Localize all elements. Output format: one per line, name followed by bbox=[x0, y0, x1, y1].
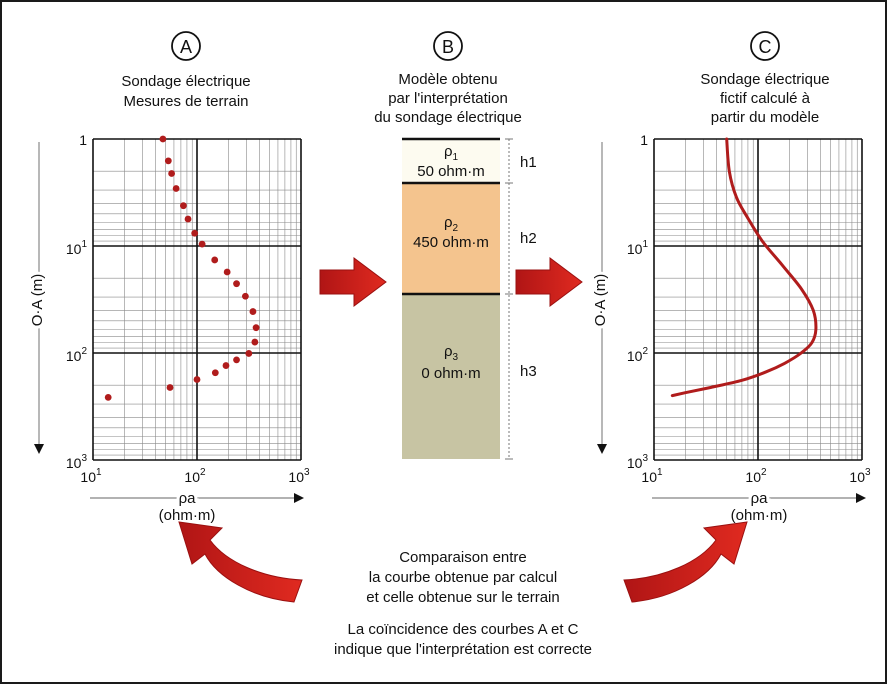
panel-c-badge bbox=[750, 31, 780, 61]
panel-c-x-axis-label: ρa bbox=[751, 490, 769, 507]
data-point bbox=[251, 338, 259, 346]
flow-arrow-a-to-b bbox=[319, 257, 387, 307]
y-tick-label-1: 1 bbox=[79, 132, 87, 148]
panel-b-title-line3: du sondage électrique bbox=[374, 109, 522, 126]
layer-2 bbox=[402, 183, 500, 294]
layer-1-value: 50 ohm·m bbox=[417, 163, 485, 180]
comparison-line5: indique que l'interprétation est correct… bbox=[334, 641, 592, 658]
panel-a-header: A Sondage électrique Mesures de terrain bbox=[121, 31, 251, 110]
x-tick-label-10e3: 103 bbox=[849, 467, 871, 485]
data-point bbox=[191, 229, 199, 237]
flow-arrow-b-to-c bbox=[515, 257, 583, 307]
panel-c-y-axis-label: O·A (m) bbox=[592, 274, 609, 327]
layer-3 bbox=[402, 294, 500, 459]
panel-a-x-axis-label: ρa bbox=[179, 490, 197, 507]
data-point bbox=[222, 362, 230, 369]
panel-c-letter: C bbox=[759, 37, 772, 57]
thickness-label-h1: h1 bbox=[520, 154, 537, 171]
panel-a-chart: 1 101 102 103 101 102 103 bbox=[66, 132, 310, 485]
y-tick-label-10e1: 101 bbox=[66, 239, 88, 257]
panel-a-badge bbox=[171, 31, 201, 61]
x-tick-label-10e1: 101 bbox=[80, 467, 102, 485]
data-point bbox=[168, 170, 176, 177]
y-tick-label-10e3: 103 bbox=[66, 453, 88, 471]
panel-c-title-line2: fictif calculé à bbox=[720, 90, 811, 107]
comparison-line4: La coïncidence des courbes A et C bbox=[348, 621, 579, 638]
panel-c-x-axis-unit: (ohm·m) bbox=[731, 507, 788, 524]
panel-c-chart: 1 101 102 103 101 102 103 bbox=[627, 132, 871, 485]
layer-3-value: 0 ohm·m bbox=[421, 365, 480, 382]
panel-a-y-axis-label: O·A (m) bbox=[29, 274, 46, 327]
comparison-line3: et celle obtenue sur le terrain bbox=[366, 589, 559, 606]
y-tick-label-10e2: 102 bbox=[627, 346, 649, 364]
panel-c-y-tick-labels: 1 101 102 103 bbox=[627, 132, 649, 471]
y-tick-label-10e1: 101 bbox=[627, 239, 649, 257]
x-tick-label-10e2: 102 bbox=[184, 467, 206, 485]
data-point bbox=[184, 215, 192, 223]
comparison-caption: Comparaison entre la courbe obtenue par … bbox=[334, 549, 592, 658]
comparison-line2: la courbe obtenue par calcul bbox=[369, 569, 557, 586]
panel-a-x-axis-unit: (ohm·m) bbox=[159, 507, 216, 524]
data-point bbox=[241, 292, 249, 300]
panel-c-header: C Sondage électrique fictif calculé à pa… bbox=[700, 31, 830, 126]
panel-b-header: B Modèle obtenu par l'interprétation du … bbox=[374, 31, 522, 126]
data-point bbox=[164, 157, 172, 165]
data-point bbox=[159, 135, 167, 143]
panel-b-badge bbox=[433, 31, 463, 61]
panel-c-x-tick-labels: 101 102 103 bbox=[641, 467, 871, 485]
data-point bbox=[104, 394, 112, 401]
layer-2-value: 450 ohm·m bbox=[413, 234, 489, 251]
data-point bbox=[211, 369, 219, 377]
data-point bbox=[193, 376, 201, 383]
y-tick-label-1: 1 bbox=[640, 132, 648, 148]
layer-1-rho-label: ρ1 bbox=[444, 143, 459, 163]
data-point bbox=[211, 256, 219, 264]
x-tick-label-10e2: 102 bbox=[745, 467, 767, 485]
comparison-line1: Comparaison entre bbox=[399, 549, 527, 566]
panel-c-title-line1: Sondage électrique bbox=[700, 71, 829, 88]
data-point bbox=[166, 384, 174, 391]
data-point bbox=[249, 308, 257, 315]
panel-b-title-line2: par l'interprétation bbox=[388, 90, 508, 107]
data-point bbox=[233, 356, 240, 364]
data-point bbox=[198, 240, 206, 248]
calculated-curve bbox=[670, 137, 818, 398]
curved-arrow-to-a bbox=[178, 521, 303, 603]
data-point bbox=[245, 350, 253, 357]
thickness-dimension-lines bbox=[505, 138, 513, 460]
thickness-label-h2: h2 bbox=[520, 230, 537, 247]
panel-c-curve bbox=[670, 137, 818, 398]
y-tick-label-10e2: 102 bbox=[66, 346, 88, 364]
panel-a-grid bbox=[92, 138, 302, 461]
layer-1 bbox=[402, 139, 500, 183]
panel-b-letter: B bbox=[442, 37, 454, 57]
thickness-label-h3: h3 bbox=[520, 363, 537, 380]
panel-b-title-line1: Modèle obtenu bbox=[398, 71, 497, 88]
layer-2-rho-label: ρ2 bbox=[444, 214, 459, 234]
curved-arrow-to-c bbox=[623, 521, 748, 603]
y-tick-label-10e3: 103 bbox=[627, 453, 649, 471]
x-tick-label-10e1: 101 bbox=[641, 467, 663, 485]
panel-a-letter: A bbox=[180, 37, 192, 57]
data-point bbox=[180, 202, 187, 210]
x-tick-label-10e3: 103 bbox=[288, 467, 310, 485]
panel-a-x-tick-labels: 101 102 103 bbox=[80, 467, 310, 485]
panel-a-y-tick-labels: 1 101 102 103 bbox=[66, 132, 88, 471]
panel-b-layer-model: ρ1 50 ohm·m ρ2 450 ohm·m ρ3 0 ohm·m h1 h… bbox=[402, 137, 537, 460]
panel-c-grid bbox=[653, 138, 863, 461]
data-point bbox=[223, 268, 231, 276]
panel-c-title-line3: partir du modèle bbox=[711, 109, 819, 126]
data-point bbox=[172, 185, 180, 192]
panel-a-title-line1: Sondage électrique bbox=[121, 73, 250, 90]
data-point bbox=[252, 324, 260, 332]
data-point bbox=[233, 280, 240, 288]
layer-3-rho-label: ρ3 bbox=[444, 343, 459, 363]
panel-a-data-points bbox=[104, 135, 260, 401]
panel-a-title-line2: Mesures de terrain bbox=[123, 93, 248, 110]
